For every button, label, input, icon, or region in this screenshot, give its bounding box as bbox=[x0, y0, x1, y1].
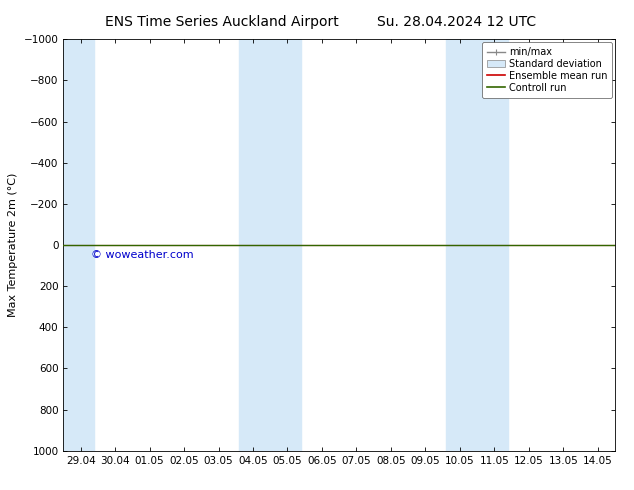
Y-axis label: Max Temperature 2m (°C): Max Temperature 2m (°C) bbox=[8, 173, 18, 317]
Text: ENS Time Series Auckland Airport: ENS Time Series Auckland Airport bbox=[105, 15, 339, 29]
Text: © woweather.com: © woweather.com bbox=[91, 250, 193, 260]
Bar bbox=[239, 39, 301, 451]
Legend: min/max, Standard deviation, Ensemble mean run, Controll run: min/max, Standard deviation, Ensemble me… bbox=[482, 42, 612, 98]
Bar bbox=[446, 39, 508, 451]
Text: Su. 28.04.2024 12 UTC: Su. 28.04.2024 12 UTC bbox=[377, 15, 536, 29]
Bar bbox=[63, 39, 94, 451]
